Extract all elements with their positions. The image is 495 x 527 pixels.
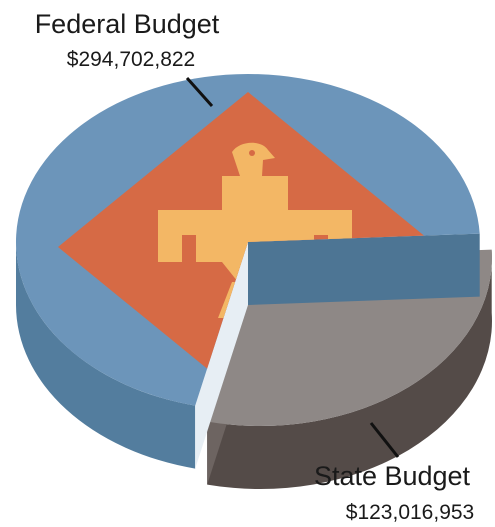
label-state-value: $123,016,953 [346, 501, 474, 524]
slice-state-outer-wall [207, 249, 492, 490]
slice-federal-cut-wall-b [248, 233, 480, 305]
thunderbird-head [232, 142, 275, 176]
thunderbird-eye [249, 150, 255, 156]
slice-federal-cut-wall-a [195, 242, 248, 469]
slice-federal-outer-wall [15, 242, 196, 469]
thunderbird-left-wing [158, 210, 222, 262]
slice-federal-sides [15, 233, 480, 469]
label-state-name: State Budget [314, 461, 471, 491]
leader-line-state [369, 422, 400, 458]
label-federal-value: $294,702,822 [67, 48, 195, 71]
label-federal-name: Federal Budget [35, 9, 220, 39]
leader-line-federal [185, 77, 214, 107]
